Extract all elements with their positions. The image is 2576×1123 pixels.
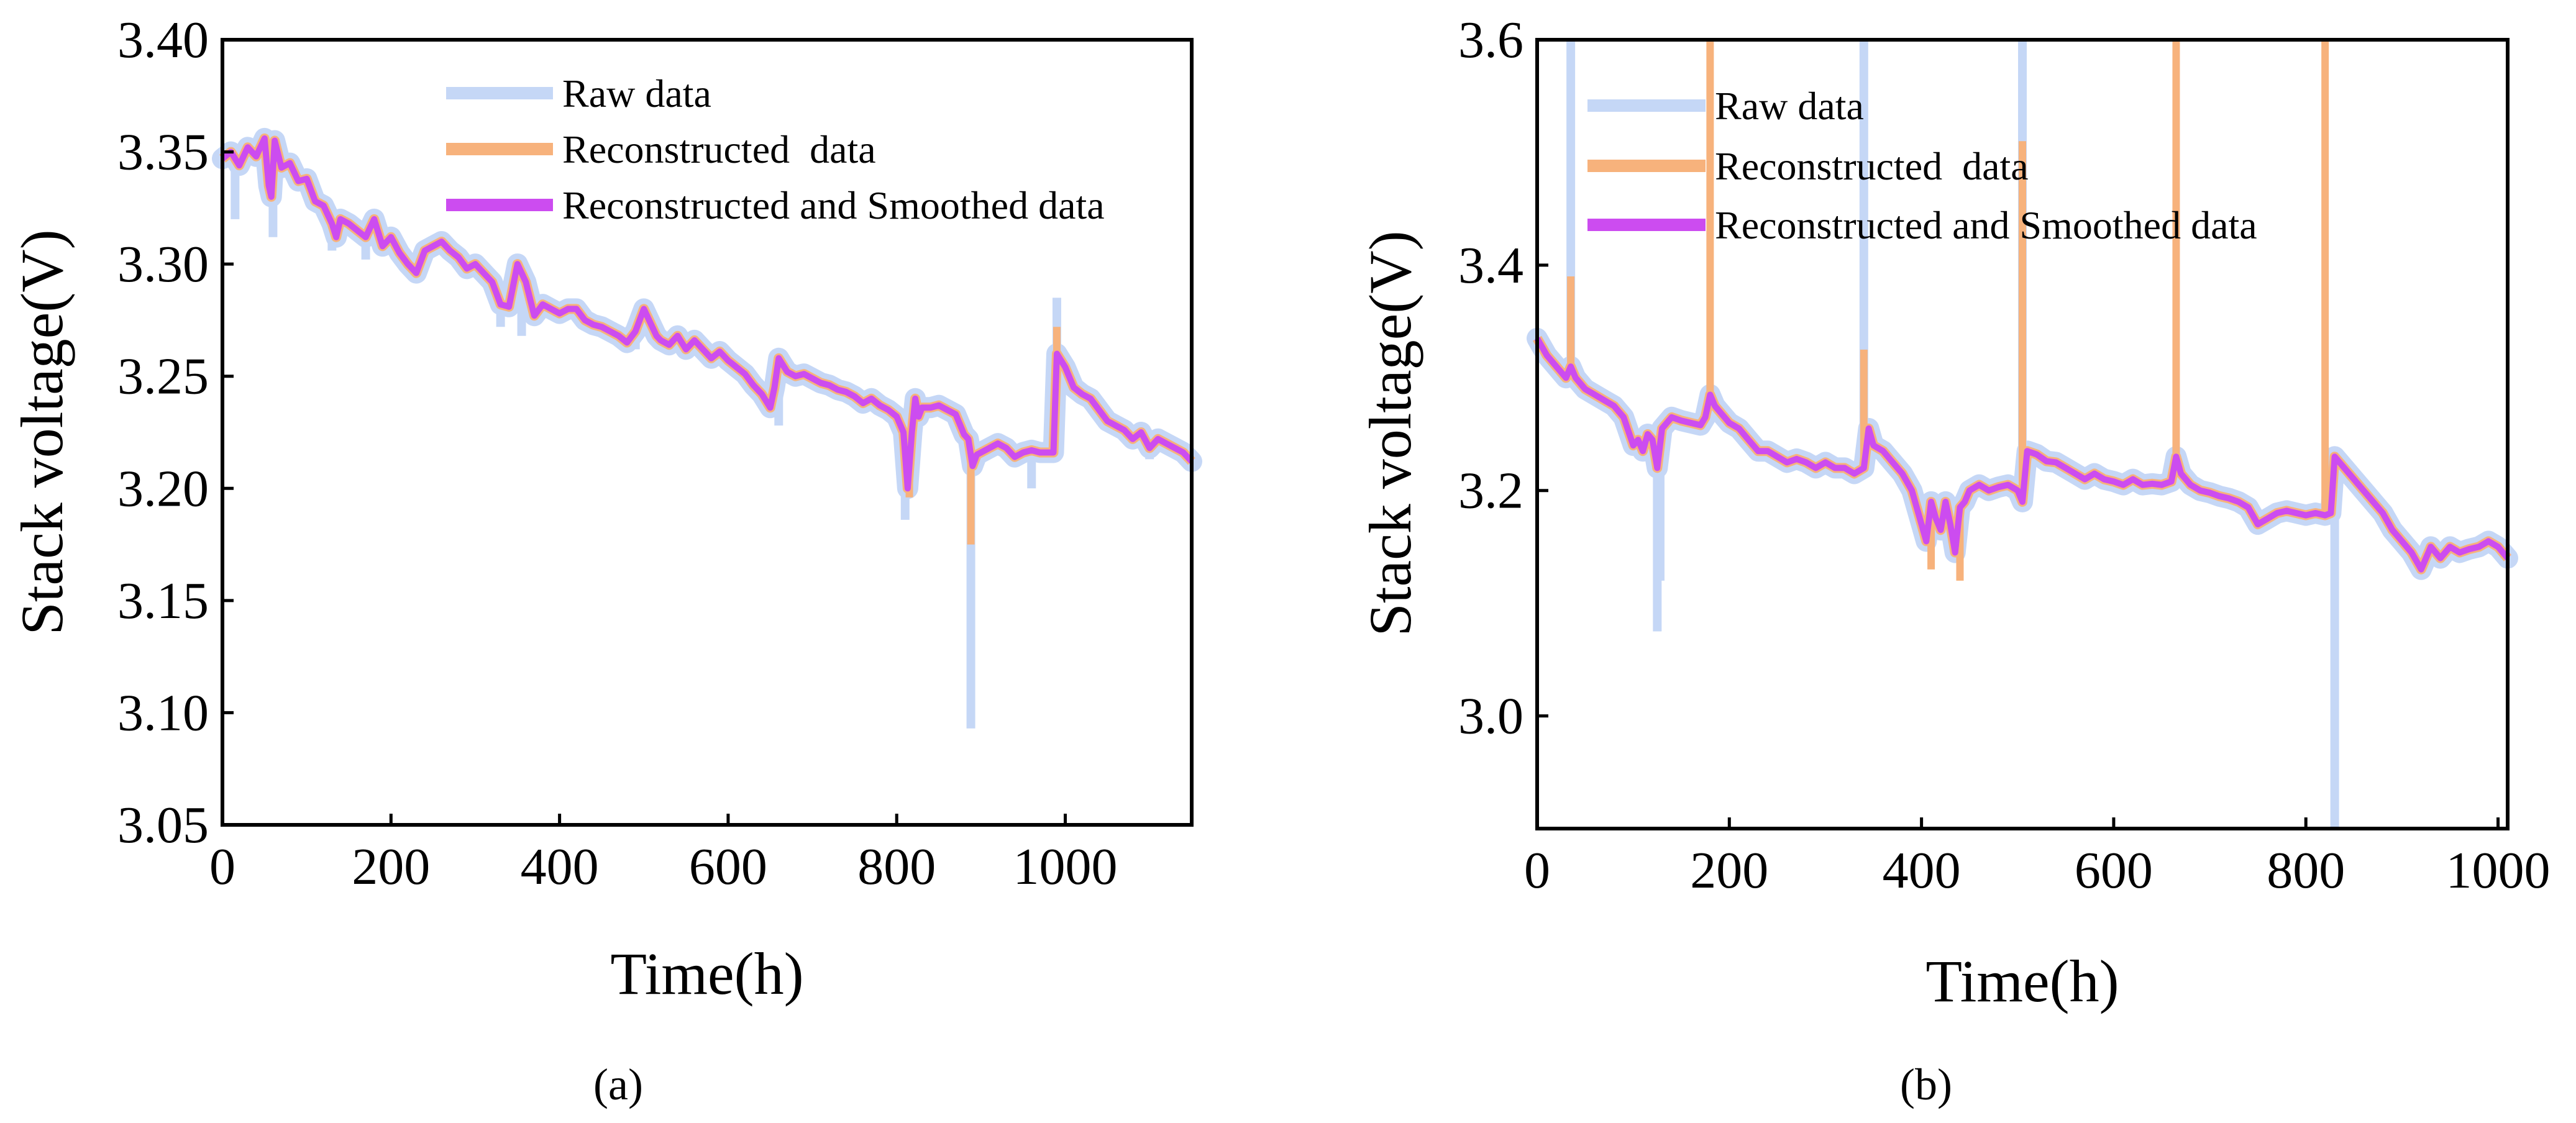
y-tick-label: 3.40: [117, 11, 209, 69]
y-tick-label: 3.20: [117, 460, 209, 517]
legend-a-reconstructed-label: Reconstructed data: [562, 127, 876, 171]
y-tick-label: 3.15: [117, 572, 209, 630]
y-tick-label: 3.35: [117, 124, 209, 181]
chart-b-plot-area: [1527, 40, 2518, 829]
chart-a: 0 200 400 600 800 1000 3.05 3.10 3.15 3.20 3.25 3.3…: [9, 11, 1202, 1109]
chart-a-plot-area: [212, 127, 1202, 729]
chart-b-y-axis-label: Stack voltage(V): [1357, 230, 1423, 636]
chart-b-frame: [1535, 38, 2510, 830]
x-tick-label: 600: [2075, 842, 2153, 899]
x-tick-label: 0: [1524, 842, 1550, 899]
x-tick-label: 200: [352, 838, 430, 896]
x-tick-label: 0: [209, 838, 235, 896]
x-tick-label: 800: [2267, 842, 2345, 899]
y-tick-label: 3.4: [1458, 237, 1523, 294]
chart-b-ticks: 0 200 400 600 800 1000 3.0 3.2 3.4 3.6: [1458, 11, 2551, 899]
chart-a-ticks: 0 200 400 600 800 1000 3.05 3.10 3.15 3.20 3.25 3.3…: [117, 11, 1118, 896]
x-tick-label: 600: [689, 838, 767, 896]
y-tick-label: 3.0: [1458, 688, 1523, 745]
legend-a-smoothed-label: Reconstructed and Smoothed data: [562, 183, 1105, 227]
chart-a-legend: Raw data Reconstructed data Reconstructe…: [446, 71, 1105, 227]
panel-b-label: (b): [1900, 1060, 1952, 1109]
y-tick-label: 3.2: [1458, 462, 1523, 520]
y-tick-label: 3.05: [117, 796, 209, 854]
x-tick-label: 800: [857, 838, 936, 896]
chart-b-x-axis-label: Time(h): [1925, 948, 2119, 1014]
series-smoothed-line: [1534, 337, 2510, 573]
x-tick-label: 1000: [2446, 842, 2551, 899]
panel-a-label: (a): [593, 1060, 643, 1109]
chart-b-legend: Raw data Reconstructed data Reconstructe…: [1587, 84, 2257, 247]
x-tick-label: 1000: [1013, 838, 1118, 896]
x-tick-label: 200: [1690, 842, 1768, 899]
series-smoothed-line: [220, 135, 1194, 492]
x-tick-label: 400: [1883, 842, 1961, 899]
y-tick-label: 3.6: [1458, 11, 1523, 69]
x-tick-label: 400: [521, 838, 599, 896]
chart-a-frame: [221, 38, 1194, 827]
chart-a-y-axis-label: Stack voltage(V): [9, 229, 75, 635]
legend-b-reconstructed-label: Reconstructed data: [1715, 144, 2029, 188]
y-tick-label: 3.25: [117, 348, 209, 406]
chart-b: 0 200 400 600 800 1000 3.0 3.2 3.4 3.6 Raw data R…: [1357, 11, 2551, 1109]
y-tick-label: 3.10: [117, 684, 209, 742]
chart-a-x-axis-label: Time(h): [610, 940, 803, 1007]
legend-a-raw-label: Raw data: [562, 71, 711, 116]
legend-b-raw-label: Raw data: [1715, 84, 1864, 128]
y-tick-label: 3.30: [117, 235, 209, 293]
legend-b-smoothed-label: Reconstructed and Smoothed data: [1715, 203, 2257, 247]
